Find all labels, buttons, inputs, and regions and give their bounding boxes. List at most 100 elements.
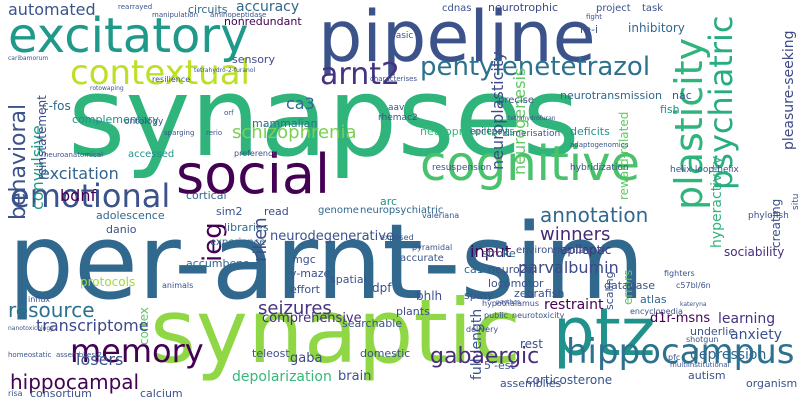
word-searchable: searchable [342,317,403,330]
word-zebrafish: zebrafish [514,287,565,300]
word-excitatory: excitatory [8,8,249,64]
word-sensory: sensory [232,53,275,66]
word-adolescence: adolescence [96,209,165,222]
word-ca1: ca1 [464,263,484,276]
word-neuroprotectants: neuroprotectants [420,125,515,138]
word-fighters: fighters [664,269,695,278]
word-plants: plants [396,305,430,318]
word-helix-loop-helix: helix-loop-helix [670,165,739,175]
word-gaba: gaba [290,351,323,366]
word-consortium: consortium [30,387,92,400]
word-memory: memory [70,332,204,370]
word-aav: aav [388,103,405,113]
word-ptz: ptz [553,294,656,371]
word-rotowaping: rotowaping [90,85,124,92]
word-c57bl-6n: c57bl/6n [676,281,711,290]
word-learning: learning [718,311,776,327]
word-orf: orf [224,109,234,117]
word-excitation: excitation [40,164,119,183]
word-accessed: accessed [128,149,175,160]
word-mammalian: mammalian [252,117,318,130]
word-reward-related: reward-related [617,111,631,200]
word-organism: organism [746,377,798,390]
word-neurotransmission: neurotransmission [560,89,662,102]
word-assemblies: assemblies [500,377,562,390]
word-nonredundant: nonredundant [224,15,302,28]
word-homeostatic: homeostatic [8,351,52,359]
word-rhemac2: rhemac2 [378,113,418,123]
word-spiny: spiny [464,289,494,302]
word-stroke: stroke [482,247,516,260]
word-kateryna: katerynа [680,301,707,308]
word-ca3: ca3 [286,94,315,113]
word-situ: situ [791,193,801,210]
word-dpf: dpf [372,281,392,295]
word-creating: creating [769,198,783,248]
word-corticosterone: corticosterone [526,373,613,387]
word-rearrayed: rearrayed [118,3,153,11]
word-pfc: pfc [668,353,681,362]
word-tetrahydro-2-furanol: tetrahydro-2-furanol [194,67,256,74]
word-assemblies-2: assemblies-2 [56,351,102,359]
word-database: database [604,279,655,292]
word-c-fos: c-fos [42,99,71,113]
word-encyclopedia: encyclopedia [630,307,683,316]
word-neurotoxicity: neurotoxicity [512,311,565,320]
word-epilepsy: epilepsy [470,127,508,137]
word-neuroplasticity: neuroplasticity [488,51,507,170]
word-teleost: teleost [252,347,290,360]
word-arnt2: arnt2 [320,57,401,92]
word-accuracy: accuracy [236,0,300,15]
word-domestic: domestic [360,347,411,360]
word-multiinstitutional: multiinstitutional [670,361,730,369]
word-circuits: circuits [188,3,228,16]
word-autism: autism [688,369,726,382]
word-per-arnt-sim: per-arnt-sim [8,201,645,323]
word-resource: resource [8,298,95,322]
word-gabaergic: gabaergic [430,344,540,369]
word-behavioral: behavioral [6,103,31,220]
word-accurate: accurate [400,253,444,264]
word-nac: nac [672,89,692,102]
word-depression: depression [690,347,767,363]
word-hybridization: hybridization [570,163,629,173]
word-phylofish: phylofish [748,211,789,221]
word-synapses: synapses [68,53,580,181]
word-read: read [264,205,289,218]
word-aminopeptidase: aminopeptidase [210,11,267,19]
word-influx: influx [28,295,51,304]
word-nanotoxicology: nanotoxicology [8,325,54,332]
word-neurodegenerative: neurodegenerative [270,229,394,244]
word-social: social [176,143,330,206]
word-basic: basic [390,31,414,41]
word-hypothalamus: hypothalamus [482,299,540,308]
word-experience: experience [210,237,266,248]
word-effort: effort [290,283,320,296]
word-annotation: annotation [540,203,649,227]
word-synaptic: synaptic [150,280,521,383]
word-pleasure-seeking: pleasure-seeking [781,30,797,150]
word-resilience: resilience [152,75,191,84]
word-tetrahydrofuran: tetrahydrofuran [508,115,556,122]
word-sim2: sim2 [216,205,243,218]
word-input: input [470,242,512,261]
word-emotional: emotional [10,177,171,215]
word-d1r-msns: d1r-msns [650,311,711,326]
word-schizophrenia: schizophrenia [232,122,357,143]
word-risa: risa [8,389,23,398]
word-accumbens: accumbens [186,257,249,270]
word-rest: rest [520,337,544,351]
word-fight: fight [586,13,603,21]
word-mgc: mgc [292,253,316,266]
word-neuroanatomical: neuroanatomical [44,151,104,159]
word-epileptic: epileptic [560,243,612,257]
word-contextual: contextual [70,53,250,93]
word-brain: brain [338,369,372,384]
word-spatial: spatial [330,273,367,286]
word-neurotrophic: neurotrophic [488,1,559,14]
word-paythos: paythos [496,299,520,306]
word-hippocampal: hippocampal [10,370,140,394]
word-y-maze: y-maze [290,267,331,280]
word-caribamorum: caribamorum [8,55,49,62]
